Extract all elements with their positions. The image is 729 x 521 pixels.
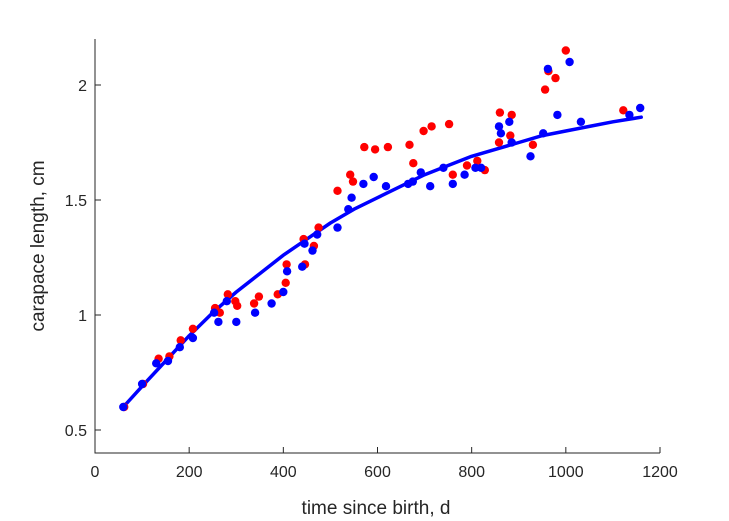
data-point-series-1 xyxy=(494,138,504,147)
data-point-series-1 xyxy=(176,336,185,345)
data-point-series-2 xyxy=(576,117,586,127)
data-point-series-1 xyxy=(507,110,516,120)
y-tick-label: 1 xyxy=(78,308,87,325)
x-tick-label: 0 xyxy=(91,464,100,481)
data-point-series-2 xyxy=(152,359,161,368)
data-point-series-2 xyxy=(381,182,391,191)
data-point-series-1 xyxy=(281,278,290,287)
y-tick-label: 2 xyxy=(78,78,87,95)
data-point-series-2 xyxy=(636,103,645,113)
data-point-series-1 xyxy=(360,142,369,152)
x-tick-label: 400 xyxy=(270,464,297,481)
data-point-series-2 xyxy=(222,297,231,306)
y-tick-label: 0.5 xyxy=(65,423,87,440)
data-point-series-2 xyxy=(163,356,173,366)
data-point-series-1 xyxy=(419,126,428,136)
data-point-series-2 xyxy=(496,129,506,138)
data-point-series-1 xyxy=(346,170,355,179)
fit-curve-line xyxy=(121,115,643,409)
data-point-series-1 xyxy=(427,122,436,131)
data-point-series-2 xyxy=(543,64,553,74)
data-point-series-2 xyxy=(282,267,292,276)
data-point-series-2 xyxy=(313,230,322,239)
data-point-series-2 xyxy=(347,193,356,202)
data-point-series-2 xyxy=(175,343,184,352)
data-point-series-1 xyxy=(506,131,515,140)
y-axis-ticks: 0.5 1 1.5 2 xyxy=(65,78,101,440)
fit-curve-layer xyxy=(121,115,643,409)
data-point-series-2 xyxy=(460,170,469,179)
data-point-series-1 xyxy=(444,119,454,129)
data-point-series-1 xyxy=(495,108,505,117)
data-point-series-1 xyxy=(233,301,242,310)
data-point-series-2 xyxy=(426,182,435,191)
data-point-series-1 xyxy=(551,73,560,83)
y-tick-label: 1.5 xyxy=(65,193,87,210)
data-point-series-1 xyxy=(348,177,358,186)
x-tick-label: 800 xyxy=(458,464,485,481)
data-point-series-2 xyxy=(416,168,425,177)
data-point-series-2 xyxy=(119,402,128,412)
data-point-series-2 xyxy=(250,308,260,317)
x-tick-label: 600 xyxy=(364,464,391,481)
data-point-series-2 xyxy=(539,129,548,138)
data-point-series-1 xyxy=(528,140,538,149)
data-point-series-1 xyxy=(405,140,414,149)
data-point-series-2 xyxy=(553,110,562,120)
data-point-series-2 xyxy=(137,379,147,389)
data-point-series-1 xyxy=(473,156,482,166)
data-point-series-1 xyxy=(314,223,323,232)
data-point-series-1 xyxy=(448,170,457,179)
data-point-series-2 xyxy=(188,333,198,343)
x-tick-label: 200 xyxy=(176,464,203,481)
data-point-series-2 xyxy=(279,287,288,297)
data-point-series-2 xyxy=(507,138,516,147)
data-point-series-2 xyxy=(565,57,574,67)
data-point-series-2 xyxy=(298,262,307,271)
data-point-series-1 xyxy=(370,145,380,154)
data-point-series-2 xyxy=(408,177,417,186)
y-axis-title: carapace length, cm xyxy=(28,160,49,331)
data-point-series-1 xyxy=(409,159,418,168)
data-point-series-1 xyxy=(282,260,291,269)
data-point-series-2 xyxy=(344,205,353,214)
data-point-series-2 xyxy=(369,172,378,182)
data-point-series-2 xyxy=(494,122,504,131)
data-point-series-2 xyxy=(476,163,486,172)
data-point-series-2 xyxy=(308,246,317,255)
x-axis-title: time since birth, d xyxy=(302,498,451,519)
data-point-series-1 xyxy=(619,106,628,115)
data-point-series-1 xyxy=(561,46,570,55)
data-point-series-2 xyxy=(439,163,448,172)
data-point-series-1 xyxy=(188,324,198,333)
x-tick-label: 1000 xyxy=(548,464,584,481)
data-point-series-2 xyxy=(214,317,223,327)
data-point-series-1 xyxy=(540,85,550,94)
data-point-series-2 xyxy=(448,179,457,189)
data-point-series-1 xyxy=(462,161,472,170)
data-point-series-2 xyxy=(505,117,514,127)
data-points-layer xyxy=(119,46,645,412)
data-point-series-2 xyxy=(526,152,535,161)
data-point-series-2 xyxy=(625,110,634,120)
data-point-series-1 xyxy=(223,290,232,299)
data-point-series-2 xyxy=(300,239,309,248)
x-tick-label: 1200 xyxy=(642,464,678,481)
data-point-series-1 xyxy=(383,142,393,152)
data-point-series-1 xyxy=(249,299,259,308)
data-point-series-2 xyxy=(267,299,276,308)
x-axis-ticks: 0 200 400 600 800 1000 1200 xyxy=(91,447,678,481)
data-point-series-2 xyxy=(359,179,368,189)
data-point-series-2 xyxy=(333,223,342,232)
data-point-series-2 xyxy=(209,308,219,317)
data-point-series-2 xyxy=(232,317,241,327)
data-point-series-1 xyxy=(333,186,342,195)
data-point-series-1 xyxy=(254,292,264,301)
